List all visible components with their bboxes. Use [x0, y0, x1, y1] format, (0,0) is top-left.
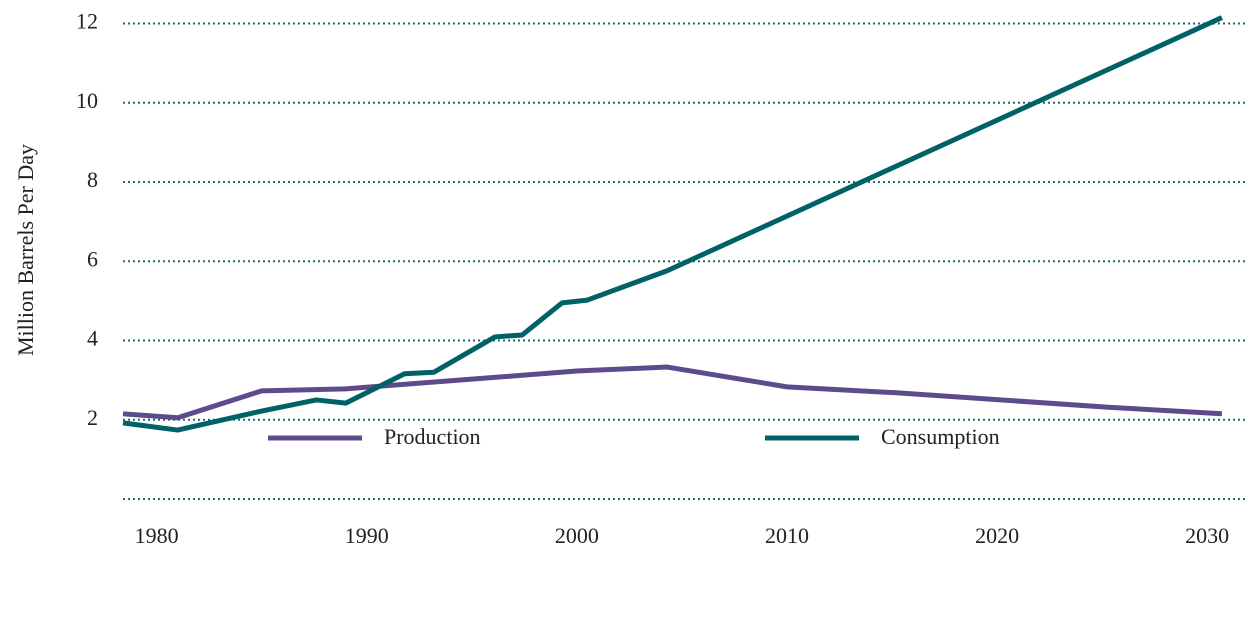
x-tick-label: 2000 — [555, 523, 599, 548]
legend-label: Production — [384, 424, 481, 449]
y-tick-label: 2 — [87, 405, 98, 430]
legend-label: Consumption — [881, 424, 1000, 449]
y-tick-label: 6 — [87, 246, 98, 271]
x-tick-label: 1990 — [345, 523, 389, 548]
y-axis-label: Million Barrels Per Day — [13, 144, 38, 356]
x-tick-label: 2030 — [1185, 523, 1229, 548]
y-tick-label: 8 — [87, 167, 98, 192]
x-tick-label: 2010 — [765, 523, 809, 548]
y-tick-label: 10 — [76, 88, 98, 113]
y-tick-label: 12 — [76, 9, 98, 34]
data-line — [122, 364, 1223, 421]
data-line — [122, 15, 1223, 433]
x-tick-label: 2020 — [975, 523, 1019, 548]
y-tick-label: 4 — [87, 326, 98, 351]
x-tick-label: 1980 — [135, 523, 179, 548]
